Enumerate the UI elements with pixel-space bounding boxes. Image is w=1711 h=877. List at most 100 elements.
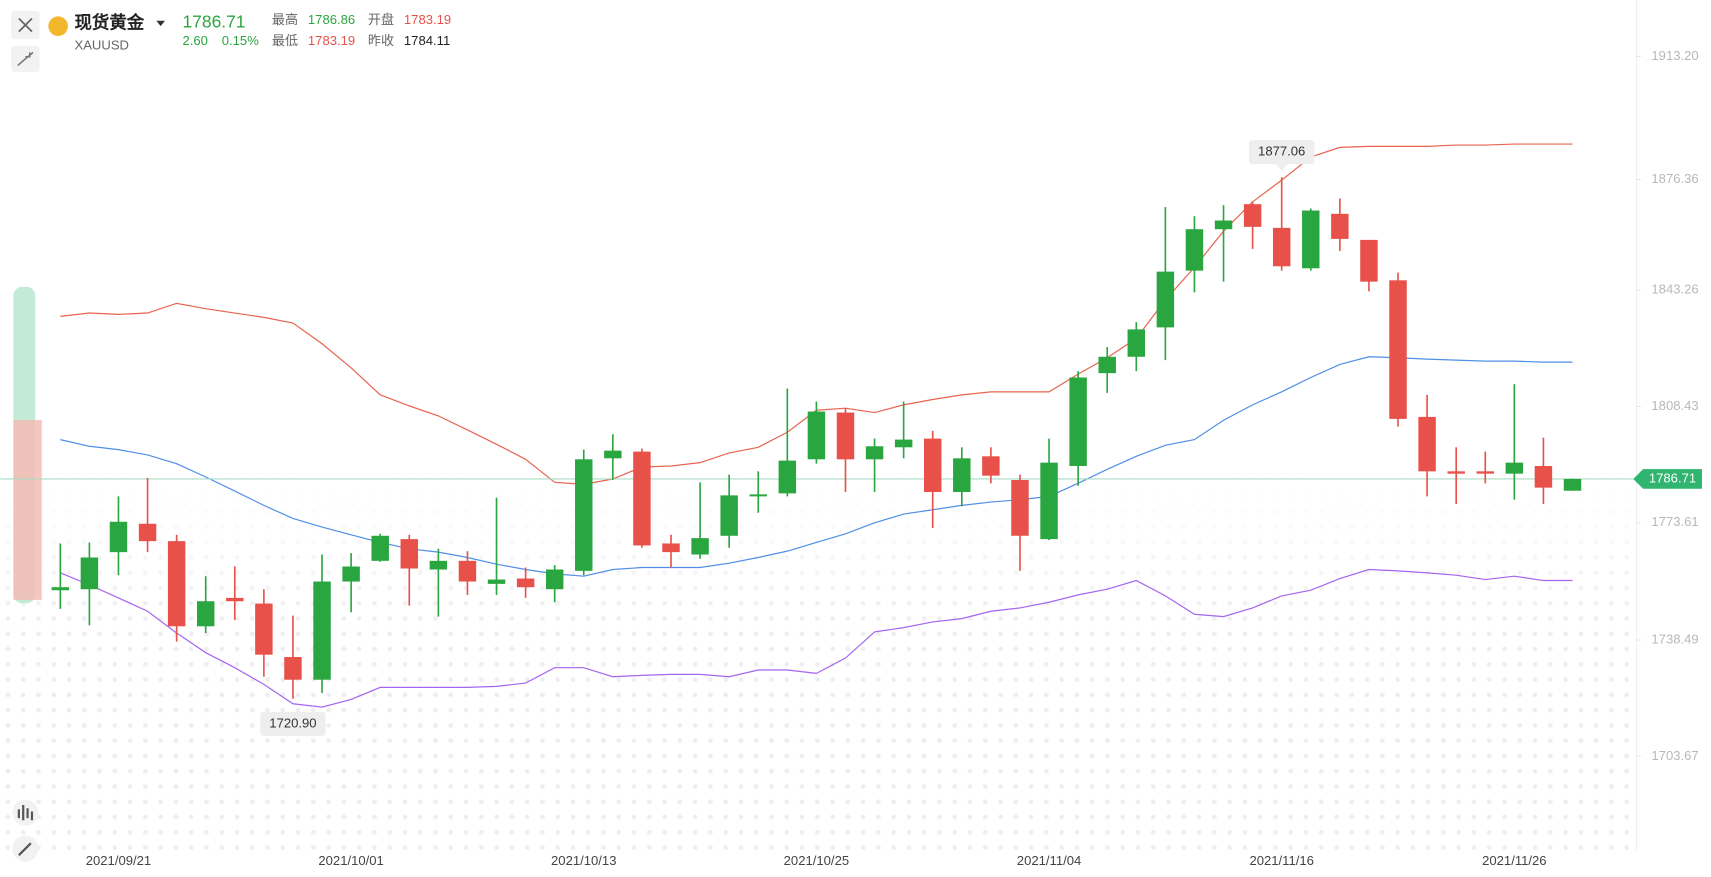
candle-body <box>720 495 738 536</box>
low-label: 1720.90 <box>269 715 316 730</box>
candle-body <box>924 438 942 493</box>
band-line <box>60 356 1573 577</box>
high-label-pointer <box>1276 164 1288 171</box>
candle-body <box>51 587 70 591</box>
candle-body <box>604 450 622 459</box>
y-tick-label: 1703.67 <box>1651 748 1698 763</box>
band-line <box>60 568 1573 708</box>
candle-body <box>196 601 215 627</box>
x-tick-label: 2021/10/25 <box>784 853 849 868</box>
close-icon <box>18 17 33 33</box>
candle-body <box>662 543 680 553</box>
candle-body <box>836 412 855 460</box>
candle-body <box>865 446 884 460</box>
high-label-box <box>1248 140 1315 165</box>
candle-body <box>1476 471 1494 474</box>
y-tick-label: 1773.61 <box>1651 514 1698 529</box>
change-pct: 0.15% <box>222 33 259 48</box>
stat-label: 最高 <box>272 11 298 27</box>
candle-body <box>167 541 186 627</box>
plot: 1913.20 1876.36 1843.26 1808.43 1773.61 1738.… <box>0 48 1702 868</box>
symbol: XAUUSD <box>74 37 129 52</box>
candle-body <box>1447 471 1465 474</box>
instrument-name: 现货黄金 <box>74 13 144 33</box>
change: 2.60 <box>182 33 207 48</box>
shrink-icon <box>17 51 34 67</box>
x-tick-label: 2021/11/16 <box>1249 853 1313 868</box>
candle-body <box>458 560 477 582</box>
x-tick-label: 2021/10/13 <box>551 853 616 868</box>
stat-value: 1783.19 <box>308 33 355 48</box>
candle-body <box>80 557 99 590</box>
candle-body <box>1011 480 1029 536</box>
candle-body <box>1156 271 1175 328</box>
x-tick-label: 2021/11/26 <box>1482 853 1546 868</box>
price-tag <box>1633 469 1702 489</box>
y-tick-label: 1738.49 <box>1651 631 1698 646</box>
candle-body <box>1127 329 1146 357</box>
candle-body <box>1214 220 1233 230</box>
candle-body <box>1389 280 1407 419</box>
price: 1786.71 <box>182 12 245 32</box>
candle-body <box>778 460 797 494</box>
y-tick-label: 1876.36 <box>1651 171 1698 186</box>
y-tick-label: 1913.20 <box>1651 48 1698 63</box>
candle-body <box>255 603 273 655</box>
side-indicator <box>13 419 42 600</box>
candle-body <box>953 458 971 493</box>
candle-body <box>1302 210 1320 269</box>
candle-body <box>400 539 419 569</box>
draw-icon <box>18 842 32 856</box>
stat-label: 昨收 <box>368 33 394 48</box>
candle-body <box>109 521 128 553</box>
x-tick-label: 2021/09/21 <box>86 853 151 868</box>
candle-body <box>371 535 389 561</box>
candle-body <box>1331 213 1349 239</box>
high-label: 1877.06 <box>1258 144 1305 159</box>
candle-body <box>138 523 157 542</box>
candle-body <box>1272 227 1291 267</box>
stat-value: 1784.11 <box>404 33 450 48</box>
candle-body <box>1418 416 1436 472</box>
candle-body <box>1243 204 1262 227</box>
candle-body <box>1534 465 1553 488</box>
x-tick-label: 2021/11/04 <box>1017 853 1081 868</box>
candle-body <box>749 494 767 497</box>
candle-body <box>1360 239 1378 282</box>
candle-body <box>313 581 331 680</box>
low-label-box <box>260 711 326 736</box>
background-fade <box>0 479 1637 633</box>
y-tick-label: 1808.43 <box>1651 398 1698 413</box>
candle-body <box>516 578 535 588</box>
candle-body <box>894 439 913 448</box>
x-tick-label: 2021/10/01 <box>318 853 383 868</box>
candle-body <box>284 657 302 680</box>
candle-body <box>1098 356 1116 374</box>
dropdown-arrow[interactable] <box>156 20 166 27</box>
gold-icon <box>48 16 68 36</box>
stat-value: 1786.86 <box>308 12 355 27</box>
candle-body <box>342 566 360 582</box>
candle-body <box>575 459 593 571</box>
candle-body <box>807 411 826 460</box>
candle-body <box>429 560 448 570</box>
tool-button[interactable] <box>12 799 39 826</box>
candle-body <box>487 579 506 584</box>
candle-body <box>1505 462 1524 474</box>
candle-body <box>226 597 244 602</box>
y-tick-label: 1843.26 <box>1651 282 1698 297</box>
stat-label: 最低 <box>272 33 298 48</box>
candle-body <box>1185 229 1204 271</box>
candle-body <box>691 538 709 555</box>
candle-body <box>1563 478 1582 491</box>
tool-icon <box>17 805 34 821</box>
stat-value: 1783.19 <box>404 12 451 27</box>
candle-body <box>1040 462 1058 540</box>
candle-body <box>982 456 1000 476</box>
candle-body <box>545 569 564 590</box>
price-tag-label: 1786.71 <box>1649 470 1696 485</box>
candle-body <box>1069 377 1087 466</box>
candle-body <box>633 451 651 546</box>
